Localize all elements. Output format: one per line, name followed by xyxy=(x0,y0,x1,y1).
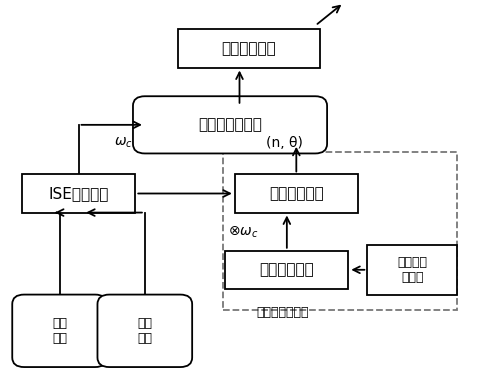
FancyBboxPatch shape xyxy=(133,96,327,154)
FancyBboxPatch shape xyxy=(225,251,348,289)
Text: 最优滤波器参数: 最优滤波器参数 xyxy=(198,117,262,132)
Text: 跟踪
误差: 跟踪 误差 xyxy=(52,317,67,345)
FancyBboxPatch shape xyxy=(12,295,107,367)
Text: 灰色目标函数: 灰色目标函数 xyxy=(269,186,324,201)
FancyBboxPatch shape xyxy=(97,295,192,367)
FancyBboxPatch shape xyxy=(235,175,358,212)
Text: 灰色非线性规划: 灰色非线性规划 xyxy=(256,306,308,319)
Text: ISE最优准则: ISE最优准则 xyxy=(48,186,109,201)
FancyBboxPatch shape xyxy=(178,29,320,68)
Text: (n, θ): (n, θ) xyxy=(265,135,302,150)
Bar xyxy=(223,152,457,310)
Text: 自适应滤波器: 自适应滤波器 xyxy=(222,41,276,56)
FancyBboxPatch shape xyxy=(367,245,457,295)
Text: 灰色约束条件: 灰色约束条件 xyxy=(260,262,314,277)
Text: $\omega_c$: $\omega_c$ xyxy=(114,135,133,150)
Text: 模型
误差: 模型 误差 xyxy=(137,317,152,345)
Text: 性能指标
灰参数: 性能指标 灰参数 xyxy=(397,256,427,284)
Text: ⊗$\omega_c$: ⊗$\omega_c$ xyxy=(228,225,259,240)
FancyBboxPatch shape xyxy=(22,175,136,212)
